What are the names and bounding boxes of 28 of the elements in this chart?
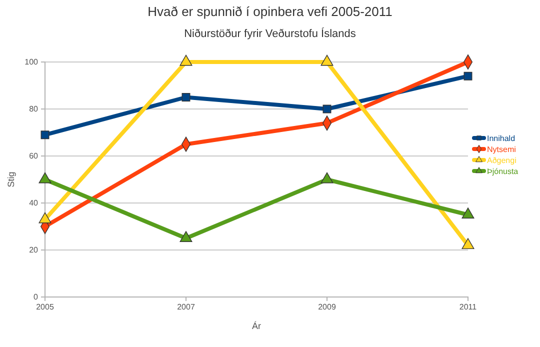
y-axis-title: Stig — [6, 172, 16, 188]
x-tick-label: 2009 — [318, 302, 336, 312]
point — [462, 238, 474, 250]
y-tick-label: 40 — [29, 198, 39, 208]
x-tick-label: 2007 — [177, 302, 196, 312]
y-tick-label: 100 — [24, 58, 39, 67]
point — [38, 172, 52, 184]
y-tick-label: 0 — [34, 292, 39, 302]
y-tick-label: 60 — [29, 152, 39, 161]
point — [320, 172, 334, 184]
point — [180, 231, 192, 242]
point — [38, 212, 52, 224]
point — [182, 93, 190, 102]
legend-label: Aðgengi — [487, 156, 517, 165]
y-tick-label: 80 — [29, 104, 39, 114]
x-axis-title: Ár — [252, 321, 262, 331]
legend-label: Innihald — [487, 134, 516, 143]
point — [462, 208, 474, 218]
y-tick-label: 20 — [29, 246, 39, 255]
point — [40, 130, 50, 140]
chart-title: Hvað er spunnið í opinbera vefi 2005-2011 — [148, 4, 392, 19]
x-tick-label: 2005 — [36, 302, 54, 312]
x-tick-label: 2011 — [459, 302, 478, 312]
point — [322, 104, 332, 114]
legend-label: Nytsemi — [487, 145, 516, 154]
legend-label: Þjónusta — [487, 167, 519, 176]
point — [464, 72, 472, 80]
chart-subtitle: Niðurstöður fyrir Veðurstofu Íslands — [184, 27, 356, 40]
